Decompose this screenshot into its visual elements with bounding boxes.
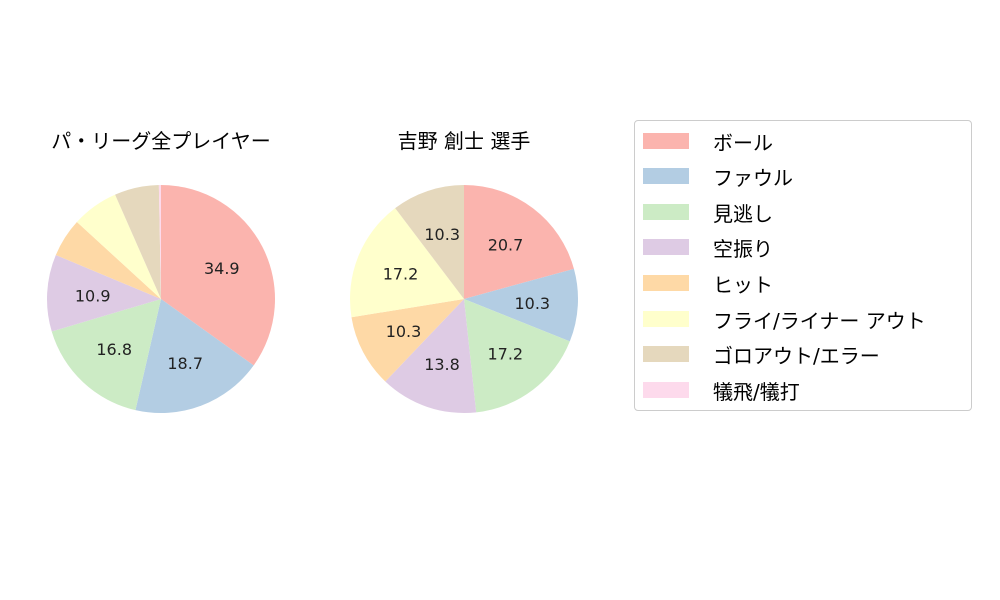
legend-item-fly-liner-out: フライ/ライナー アウト	[643, 304, 926, 334]
legend-swatch	[643, 382, 689, 398]
pie-slice	[385, 299, 477, 414]
pie-title-league: パ・リーグ全プレイヤー	[51, 129, 270, 153]
slice-value-label: 17.2	[383, 265, 419, 284]
legend-item-called-strike: 見逃し	[643, 197, 773, 227]
legend-label: 見逃し	[713, 201, 773, 226]
legend-label: フライ/ライナー アウト	[713, 308, 926, 333]
legend-swatch	[643, 204, 689, 220]
legend-label: ゴロアウト/エラー	[713, 343, 880, 368]
slice-value-label: 13.8	[424, 355, 460, 374]
pie-slice	[464, 185, 574, 299]
slice-value-label: 34.9	[204, 259, 240, 278]
pie-chart-player: 吉野 創士 選手 20.710.317.213.810.317.210.3	[350, 129, 578, 414]
legend-label: 犠飛/犠打	[713, 379, 800, 404]
slice-value-label: 10.3	[386, 322, 422, 341]
legend-item-hit: ヒット	[643, 268, 773, 298]
legend-swatch	[643, 346, 689, 362]
slice-value-label: 20.7	[488, 236, 524, 255]
legend-swatch	[643, 168, 689, 184]
legend-label: 空振り	[713, 236, 773, 261]
pie-chart-league: パ・リーグ全プレイヤー 34.9 18.7 16.8 10.9	[47, 129, 276, 414]
slice-value-label: 10.3	[424, 225, 460, 244]
pie-slice	[350, 208, 464, 318]
pie-slice	[395, 185, 464, 299]
legend-item-sacrifice: 犠飛/犠打	[643, 375, 800, 405]
slice-value-label: 10.3	[514, 294, 550, 313]
pie-slice	[135, 299, 254, 414]
pie-slice	[55, 222, 161, 299]
legend-label: ファウル	[713, 165, 793, 190]
pie-title-player: 吉野 創士 選手	[398, 129, 531, 153]
pie-slice	[47, 255, 162, 332]
pie-slice	[351, 299, 464, 382]
pie-slice	[115, 185, 161, 299]
pie-slice	[51, 299, 162, 411]
legend-swatch	[643, 239, 689, 255]
pie-slice	[464, 299, 570, 413]
legend-label: ヒット	[713, 272, 773, 297]
pie-slice	[464, 268, 578, 342]
legend-swatch	[643, 133, 689, 149]
legend: ボール ファウル 見逃し 空振り ヒット フライ/ライナー アウト ゴロアウト/…	[634, 120, 972, 411]
legend-item-foul: ファウル	[643, 161, 793, 191]
legend-item-ball: ボール	[643, 126, 773, 156]
slice-value-label: 16.8	[96, 340, 132, 359]
legend-item-ground-out-error: ゴロアウト/エラー	[643, 339, 880, 369]
slice-value-label: 18.7	[167, 354, 203, 373]
slice-value-label: 17.2	[487, 345, 523, 364]
legend-label: ボール	[713, 130, 773, 155]
legend-swatch	[643, 311, 689, 327]
legend-swatch	[643, 275, 689, 291]
legend-item-swinging-strike: 空振り	[643, 232, 773, 262]
pie-slice	[158, 185, 161, 299]
pie-slice	[161, 185, 276, 366]
pie-slice	[76, 194, 161, 299]
slice-value-label: 10.9	[75, 286, 111, 305]
